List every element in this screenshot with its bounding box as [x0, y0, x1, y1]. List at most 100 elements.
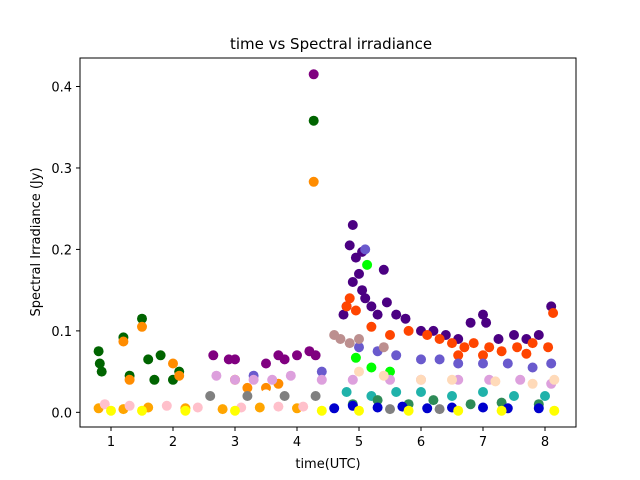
data-point	[168, 358, 178, 369]
y-tick-label: 0.3	[51, 162, 72, 177]
data-point	[453, 350, 464, 361]
data-point	[261, 358, 271, 369]
data-point	[465, 317, 476, 328]
data-point	[366, 301, 377, 312]
data-point	[478, 402, 488, 413]
data-point	[174, 370, 185, 381]
data-point	[362, 259, 373, 270]
data-point	[490, 376, 501, 387]
data-point	[230, 374, 240, 385]
data-point	[378, 370, 389, 381]
data-point	[493, 334, 504, 344]
data-point	[316, 374, 327, 385]
y-tick-label: 0.1	[51, 325, 72, 340]
data-point	[403, 405, 414, 416]
y-axis-label: Spectral Irradiance (Jy)	[29, 167, 44, 316]
data-point	[298, 401, 309, 412]
data-point	[292, 350, 302, 361]
data-point	[230, 354, 240, 365]
data-point	[481, 317, 492, 328]
x-tick-label: 7	[479, 435, 487, 450]
data-point	[137, 405, 147, 416]
data-point	[99, 399, 110, 410]
data-point	[149, 374, 160, 385]
data-point	[548, 308, 559, 318]
data-point	[385, 330, 395, 340]
data-point	[478, 387, 488, 397]
data-point	[540, 391, 550, 401]
data-point	[292, 387, 302, 397]
data-point	[118, 382, 129, 393]
data-point	[310, 391, 321, 401]
data-point	[447, 374, 457, 385]
data-point	[434, 404, 445, 415]
data-point	[434, 354, 445, 365]
data-point	[360, 244, 371, 255]
data-point	[543, 342, 554, 353]
data-point	[354, 334, 364, 344]
data-point	[261, 389, 271, 400]
x-tick-label: 6	[417, 435, 425, 450]
data-point	[366, 321, 377, 332]
data-point	[137, 384, 147, 395]
x-axis-label: time(UTC)	[295, 457, 360, 472]
data-point	[211, 370, 222, 381]
data-point	[192, 402, 203, 413]
data-point	[465, 399, 476, 410]
data-point	[378, 342, 389, 353]
data-point	[96, 366, 107, 377]
x-tick-label: 4	[293, 435, 301, 450]
data-point	[422, 403, 433, 414]
data-point	[217, 404, 228, 415]
chart-title: time vs Spectral irradiance	[230, 35, 432, 53]
points-layer	[93, 69, 560, 416]
data-point	[447, 391, 457, 401]
data-point	[496, 346, 507, 357]
data-point	[279, 391, 290, 401]
data-point	[118, 336, 129, 347]
data-point	[428, 395, 439, 406]
data-point	[360, 293, 371, 304]
data-point	[230, 405, 240, 416]
data-point	[453, 358, 464, 369]
data-point	[533, 403, 544, 414]
data-point	[468, 338, 479, 349]
data-point	[205, 391, 216, 401]
data-point	[453, 405, 464, 416]
plot-frame	[79, 57, 577, 428]
data-point	[434, 334, 445, 344]
data-point	[341, 301, 352, 312]
data-point	[254, 402, 265, 413]
x-tick-label: 5	[355, 435, 363, 450]
data-point	[527, 378, 538, 389]
data-point	[310, 350, 321, 361]
data-point	[242, 391, 253, 401]
data-point	[242, 382, 253, 393]
data-point	[155, 350, 166, 361]
data-point	[546, 358, 557, 369]
data-point	[478, 309, 488, 320]
data-point	[533, 330, 544, 340]
data-point	[372, 309, 383, 320]
data-point	[416, 387, 426, 397]
data-point	[447, 338, 457, 349]
data-point	[372, 395, 383, 406]
data-point	[308, 176, 319, 187]
data-point	[347, 220, 358, 230]
data-point	[385, 404, 395, 415]
y-tick-label: 0.2	[51, 243, 72, 258]
data-point	[93, 346, 104, 357]
data-point	[484, 342, 495, 353]
data-point	[350, 305, 361, 316]
data-point	[381, 297, 392, 308]
data-point	[137, 321, 147, 332]
data-point	[208, 350, 219, 361]
data-point	[478, 358, 488, 369]
data-point	[341, 387, 352, 397]
data-point	[106, 405, 116, 416]
data-point	[99, 382, 110, 393]
y-tick-label: 0.0	[51, 406, 72, 421]
data-point	[316, 366, 327, 377]
y-tick-label: 0.4	[51, 81, 72, 96]
